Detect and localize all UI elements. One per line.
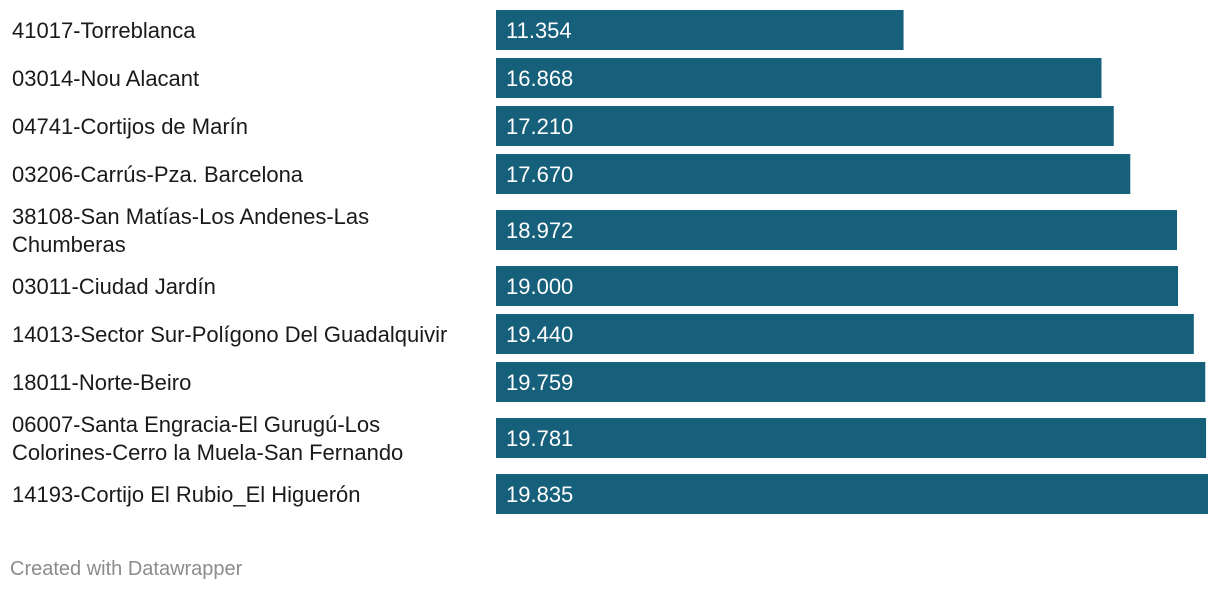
category-label: 38108-San Matías-Los Andenes-Las Chumbera… [12, 204, 369, 257]
bar [496, 106, 1114, 146]
category-label: 14193-Cortijo El Rubio_El Higuerón [12, 482, 361, 507]
datawrapper-credit: Created with Datawrapper [10, 558, 243, 580]
value-label: 19.781 [506, 426, 573, 451]
value-label: 17.210 [506, 114, 573, 139]
category-label: 03206-Carrús-Pza. Barcelona [12, 162, 304, 187]
value-label: 18.972 [506, 218, 573, 243]
value-labels: 11.354 16.868 17.210 17.670 18.972 19.000 19.4… [506, 18, 573, 507]
category-label: 04741-Cortijos de Marín [12, 114, 248, 139]
bar [496, 418, 1207, 458]
bar [496, 154, 1131, 194]
value-label: 19.000 [506, 274, 573, 299]
category-label: 03014-Nou Alacant [12, 66, 199, 91]
value-label: 19.835 [506, 482, 573, 507]
category-label: 18011-Norte-Beiro [12, 370, 191, 395]
value-label: 11.354 [506, 18, 572, 43]
bar [496, 362, 1206, 402]
bar [496, 58, 1102, 98]
bar [496, 314, 1194, 354]
bar [496, 10, 904, 50]
bars [496, 10, 1208, 514]
category-labels: 41017-Torreblanca 03014-Nou Alacant 04741-… [12, 18, 447, 507]
bar [496, 210, 1178, 250]
category-label: 14013-Sector Sur-Polígono Del Guadalquiv… [12, 322, 447, 347]
bar [496, 266, 1179, 306]
value-label: 16.868 [506, 66, 573, 91]
category-label: 06007-Santa Engracia-El Gurugú-Los Colori… [12, 412, 403, 465]
bar [496, 474, 1208, 514]
value-label: 19.759 [506, 370, 573, 395]
category-label: 03011-Ciudad Jardín [12, 274, 216, 299]
value-label: 19.440 [506, 322, 573, 347]
category-label: 41017-Torreblanca [12, 18, 196, 43]
value-label: 17.670 [506, 162, 573, 187]
